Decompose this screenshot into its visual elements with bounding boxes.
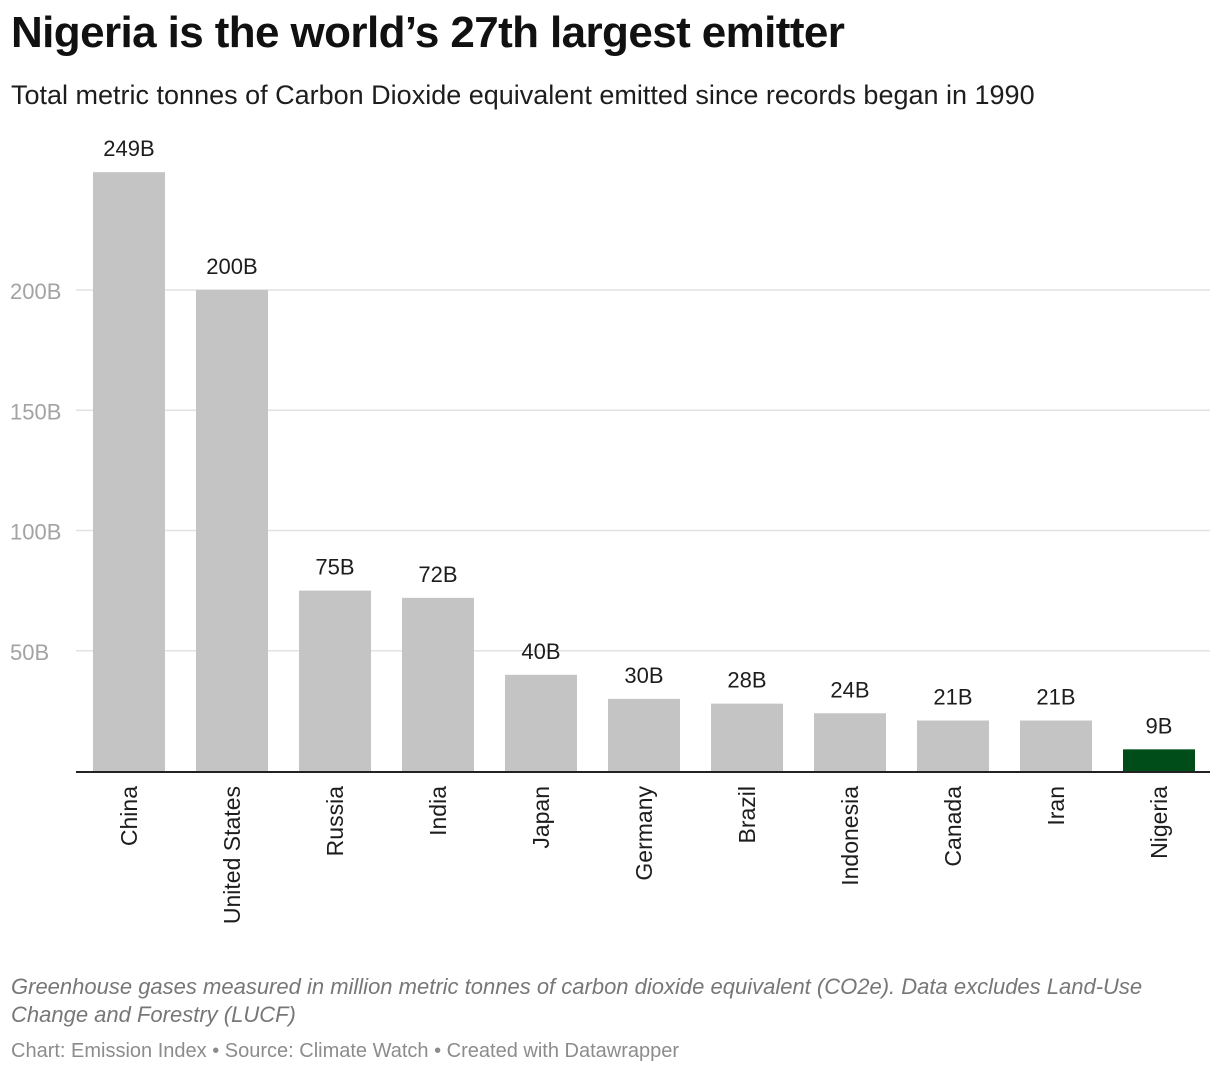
category-label: Canada xyxy=(940,786,966,867)
chart-credit: Chart: Emission Index • Source: Climate … xyxy=(11,1040,679,1063)
bars xyxy=(93,172,1195,771)
credit-separator: • xyxy=(428,1040,447,1062)
bar xyxy=(1020,720,1092,771)
chart-notes: Greenhouse gases measured in million met… xyxy=(11,974,1143,1027)
value-label: 40B xyxy=(521,639,560,664)
value-label: 72B xyxy=(418,562,457,587)
credit-tool: Created with Datawrapper xyxy=(446,1040,680,1062)
value-label: 249B xyxy=(103,136,154,161)
category-label: Nigeria xyxy=(1146,786,1172,859)
category-label: India xyxy=(425,786,451,836)
category-label: Germany xyxy=(631,786,657,881)
y-tick-label: 100B xyxy=(10,520,61,545)
credit-separator: • xyxy=(206,1040,225,1062)
category-labels: China United States Russia India Japan German… xyxy=(116,786,1172,925)
bar xyxy=(711,703,783,771)
bar xyxy=(814,713,886,771)
category-label: Indonesia xyxy=(837,786,863,886)
y-tick-label: 150B xyxy=(10,399,61,424)
category-label: China xyxy=(116,786,142,846)
value-label: 21B xyxy=(933,684,972,709)
category-label: Japan xyxy=(528,786,554,849)
value-label: 75B xyxy=(315,555,354,580)
value-label: 30B xyxy=(624,663,663,688)
value-labels: 249B 200B 75B 72B 40B 30B 28B 24B 21B 21B 9B xyxy=(103,136,1172,738)
y-axis-tick-labels: 50B 100B 150B 200B xyxy=(10,279,61,665)
bar xyxy=(402,597,474,771)
value-label: 9B xyxy=(1146,713,1173,738)
value-label: 28B xyxy=(727,668,766,693)
y-tick-label: 50B xyxy=(10,640,49,665)
bar xyxy=(505,674,577,771)
credit-source: Source: Climate Watch xyxy=(224,1040,429,1062)
value-label: 21B xyxy=(1036,684,1075,709)
bar xyxy=(1123,749,1195,771)
bar xyxy=(196,290,268,771)
value-label: 24B xyxy=(830,677,869,702)
bar xyxy=(93,172,165,771)
chart-subtitle: Total metric tonnes of Carbon Dioxide eq… xyxy=(11,80,1035,110)
category-label: Russia xyxy=(322,786,348,857)
bar xyxy=(608,698,680,771)
category-label: Brazil xyxy=(734,786,760,844)
chart-title: Nigeria is the world’s 27th largest emit… xyxy=(11,8,845,57)
y-tick-label: 200B xyxy=(10,279,61,304)
credit-chart-by: Chart: Emission Index xyxy=(11,1040,207,1062)
bar xyxy=(299,590,371,771)
value-label: 200B xyxy=(206,254,257,279)
bar xyxy=(917,720,989,771)
category-label: United States xyxy=(219,786,245,924)
category-label: Iran xyxy=(1043,786,1069,826)
